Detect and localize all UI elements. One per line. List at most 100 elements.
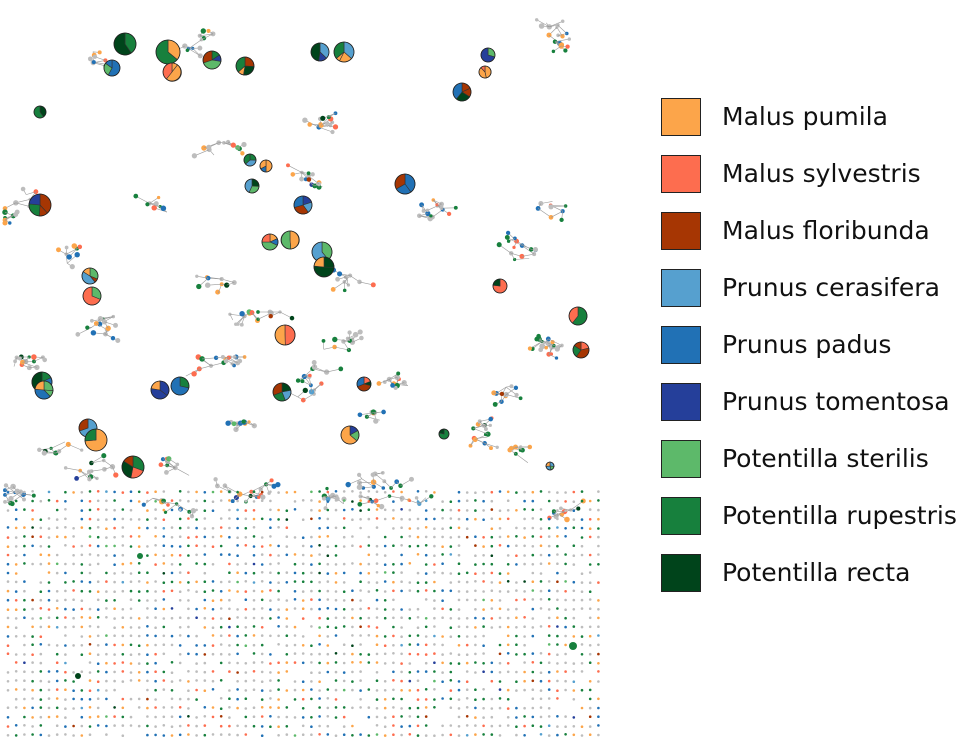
haplotype-node: [129, 598, 133, 601]
network-edge: [66, 248, 78, 255]
haplotype-node: [334, 490, 338, 493]
haplotype-node: [482, 554, 485, 557]
network-edge: [554, 38, 570, 42]
haplotype-node: [121, 724, 125, 727]
haplotype-node: [8, 221, 12, 225]
haplotype-node: [498, 599, 502, 602]
haplotype-node: [219, 580, 223, 584]
haplotype-node: [252, 581, 256, 584]
haplotype-node: [6, 598, 10, 602]
haplotype-node: [121, 562, 125, 566]
haplotype-node: [251, 423, 257, 429]
haplotype-node: [80, 625, 84, 629]
haplotype-node: [531, 661, 535, 664]
haplotype-node: [113, 526, 116, 530]
haplotype-node: [47, 608, 51, 611]
haplotype-node: [523, 706, 526, 710]
haplotype-node: [301, 644, 305, 647]
haplotype-node: [318, 598, 321, 602]
haplotype-node: [342, 671, 346, 674]
haplotype-node: [260, 725, 264, 728]
haplotype-node: [515, 535, 518, 538]
haplotype-node: [23, 535, 26, 538]
haplotype-node: [531, 652, 535, 655]
haplotype-node: [252, 634, 256, 637]
haplotype-node: [55, 661, 59, 664]
haplotype-node: [334, 607, 338, 611]
haplotype-node: [318, 500, 321, 503]
haplotype-node: [572, 616, 576, 620]
haplotype-node: [375, 652, 379, 656]
haplotype-node: [260, 553, 264, 556]
haplotype-node: [334, 634, 338, 637]
haplotype-node: [269, 634, 272, 638]
haplotype-node: [318, 643, 321, 646]
haplotype-node: [375, 733, 379, 736]
haplotype-node: [457, 680, 461, 683]
haplotype-node: [588, 590, 592, 593]
legend-swatch: [661, 383, 701, 421]
haplotype-node: [269, 689, 272, 692]
haplotype-node: [334, 590, 338, 593]
haplotype-node: [137, 553, 143, 559]
haplotype-node: [219, 617, 223, 620]
haplotype-node: [146, 706, 149, 710]
haplotype-node: [23, 616, 26, 619]
haplotype-node: [14, 724, 18, 727]
haplotype-node: [219, 590, 223, 593]
haplotype-node: [457, 707, 461, 710]
haplotype-node: [400, 499, 403, 502]
haplotype-node: [47, 536, 51, 539]
haplotype-node: [375, 517, 379, 520]
haplotype-node: [260, 499, 264, 503]
haplotype-node: [351, 500, 354, 503]
haplotype-pie-outline: [293, 195, 313, 215]
haplotype-node: [506, 535, 510, 538]
haplotype-node: [295, 378, 301, 383]
haplotype-node: [260, 536, 264, 539]
haplotype-node: [342, 490, 346, 493]
haplotype-node: [111, 314, 116, 319]
haplotype-node: [113, 590, 116, 593]
haplotype-node: [449, 581, 453, 584]
haplotype-node: [239, 322, 244, 327]
haplotype-node: [490, 571, 494, 575]
haplotype-node: [219, 499, 223, 502]
haplotype-node: [64, 725, 67, 728]
haplotype-node: [367, 490, 371, 493]
haplotype-node: [523, 616, 526, 619]
haplotype-node: [506, 707, 510, 710]
haplotype-node: [375, 715, 379, 719]
haplotype-node: [236, 733, 239, 737]
haplotype-node: [41, 450, 47, 456]
haplotype-node: [31, 617, 34, 620]
network-edge: [318, 126, 333, 133]
haplotype-node: [531, 535, 535, 538]
legend-label: Malus pumila: [722, 102, 888, 131]
haplotype-node: [416, 517, 420, 521]
haplotype-node: [367, 634, 371, 637]
haplotype-node: [244, 499, 248, 503]
haplotype-node: [457, 598, 461, 602]
haplotype-node: [588, 553, 592, 557]
haplotype-node: [39, 724, 43, 727]
haplotype-node: [301, 661, 305, 665]
haplotype-node: [326, 589, 330, 593]
haplotype-node: [465, 706, 469, 709]
haplotype-node: [457, 572, 461, 575]
haplotype-node: [556, 526, 559, 529]
haplotype-node: [14, 670, 18, 673]
haplotype-node: [96, 518, 100, 521]
haplotype-node: [88, 725, 92, 728]
haplotype-node: [564, 715, 567, 718]
haplotype-node: [318, 580, 321, 584]
haplotype-node: [64, 679, 67, 682]
haplotype-node: [260, 652, 264, 656]
haplotype-node: [400, 689, 403, 692]
haplotype-node: [556, 653, 559, 656]
haplotype-node: [564, 491, 567, 494]
haplotype-node: [55, 508, 59, 512]
haplotype-node: [154, 508, 157, 511]
haplotype-node: [236, 517, 239, 521]
haplotype-node: [195, 662, 198, 665]
